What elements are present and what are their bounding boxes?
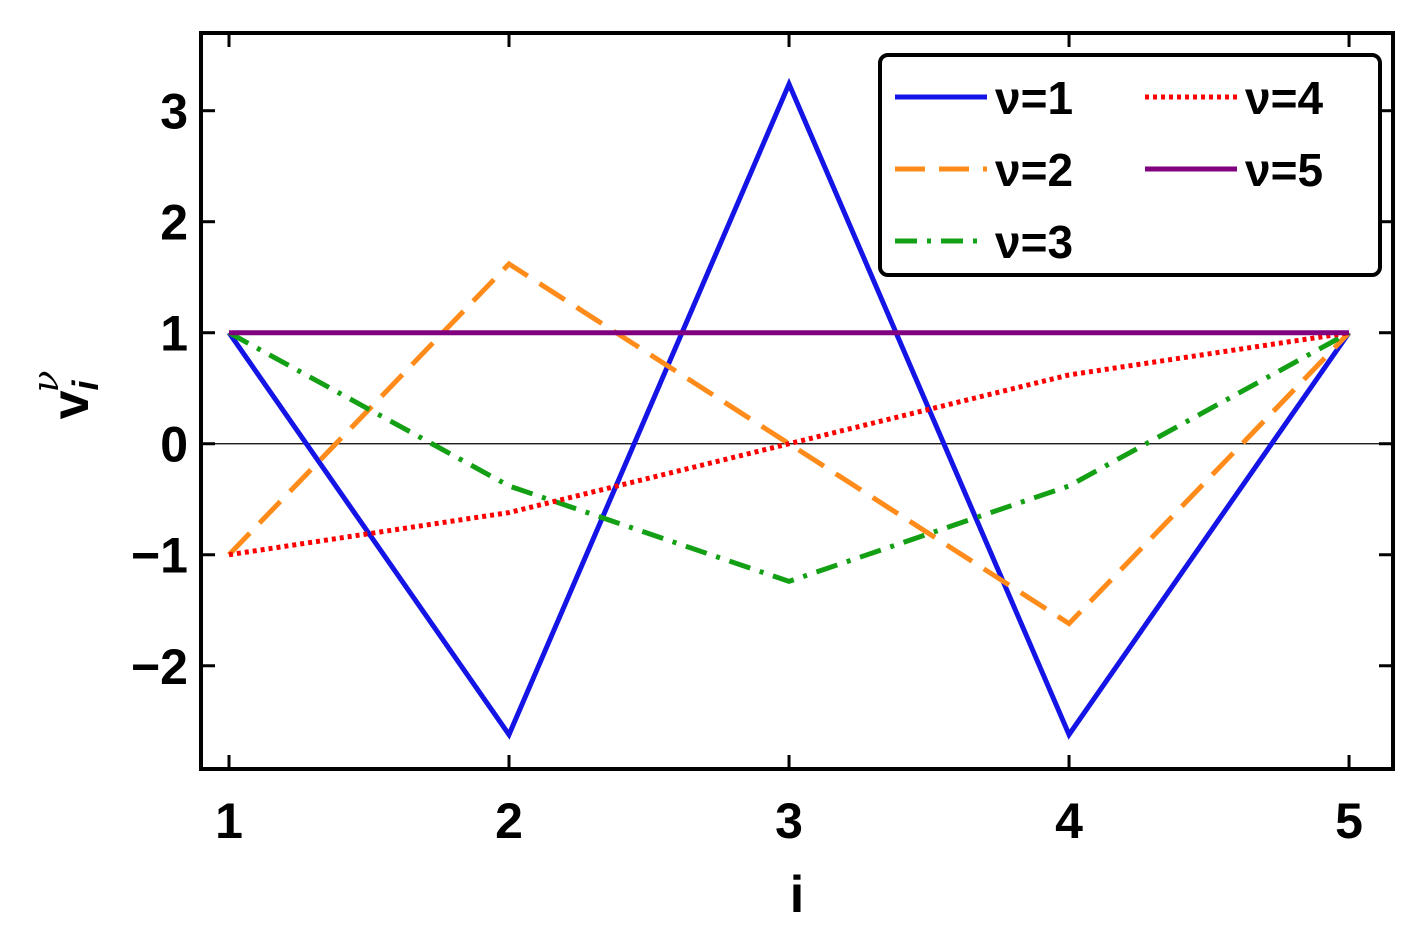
y-tick-label: −2 [131,639,188,695]
y-tick-label: 3 [160,84,188,140]
series-line [226,77,1352,740]
series-line [227,260,1351,627]
y-label-sub: i [65,379,106,390]
x-tick-label: 5 [1335,793,1363,849]
y-tick-label: 2 [160,195,188,251]
legend-label: ν=4 [1245,72,1323,124]
series-line [227,330,1351,585]
plot-frame [199,31,1395,771]
y-tick-label: 0 [160,417,188,473]
x-tick-label: 2 [495,793,523,849]
legend-box [878,53,1382,277]
y-label-base: v [42,390,100,419]
legend-label: ν=5 [1245,144,1323,196]
legend-label: ν=3 [995,216,1073,268]
y-axis-label: viν [26,371,106,420]
x-axis-label: i [790,866,804,924]
legend-label: ν=1 [995,72,1073,124]
y-tick-label: −1 [131,528,188,584]
legend-label: ν=2 [995,144,1073,196]
y-label-text: viν [26,371,106,420]
y-label-sup: ν [26,371,67,393]
series-line [228,330,1350,558]
y-tick-label: 1 [160,306,188,362]
x-tick-label: 4 [1055,793,1083,849]
x-tick-label: 1 [215,793,243,849]
x-tick-label: 3 [775,793,803,849]
